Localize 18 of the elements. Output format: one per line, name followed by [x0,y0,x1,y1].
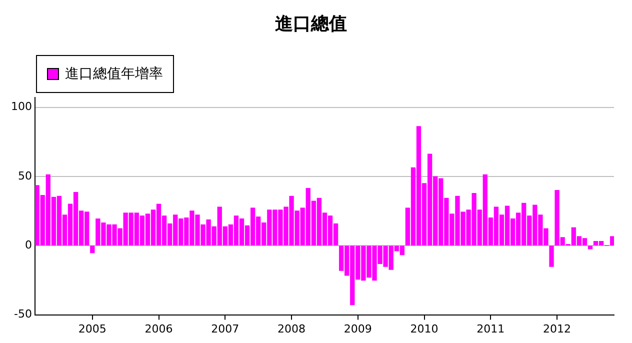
x-tick-label: 2007 [211,322,240,336]
chart-title: 進口總值 [275,13,347,34]
x-tick-label: 2009 [344,322,372,336]
y-tick-label: 0 [24,238,32,252]
x-tick-label: 2008 [278,322,306,336]
x-tick-label: 2011 [476,322,505,336]
bar [90,246,95,254]
x-tick-label: 2010 [410,322,438,336]
y-tick-label: -50 [14,308,32,321]
y-tick-label: 50 [18,169,32,182]
x-tick-label: 2005 [78,322,106,336]
bar [549,246,554,267]
x-tick-label: 2006 [144,322,173,336]
bar [610,236,614,246]
y-tick-label: 100 [10,100,32,114]
legend-label: 進口總值年增率 [65,65,163,83]
bar [588,246,593,250]
x-tick-label: 2012 [543,322,572,336]
